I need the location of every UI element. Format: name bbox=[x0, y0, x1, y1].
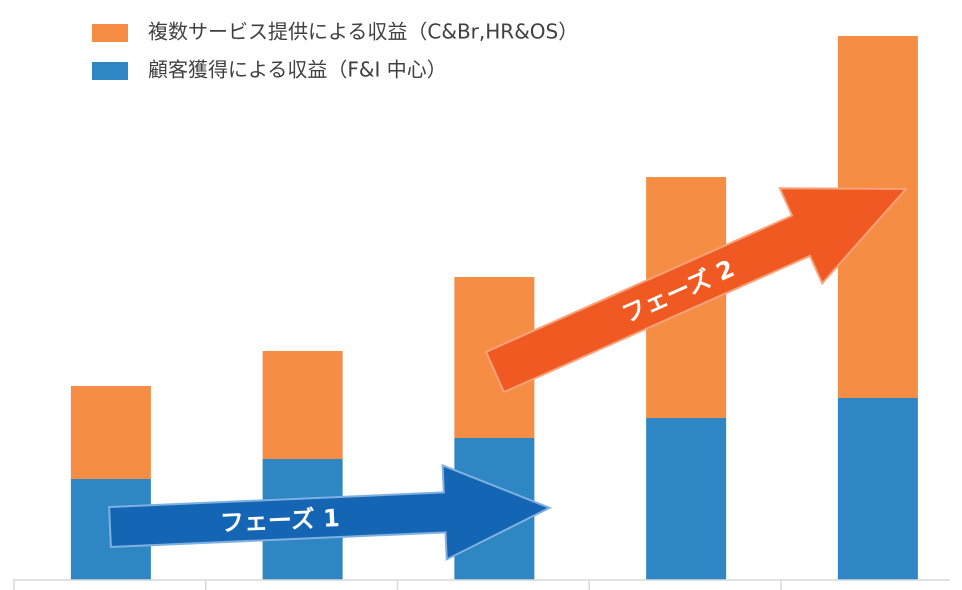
legend-swatch bbox=[92, 62, 128, 80]
arrow-shape bbox=[484, 187, 909, 394]
phase-1-arrow: フェーズ 1 bbox=[108, 463, 553, 561]
annotation: フェーズ 1 bbox=[219, 504, 340, 537]
bar-segment bbox=[70, 386, 151, 479]
legend-label: 顧客獲得による収益（F&I 中心） bbox=[148, 58, 447, 82]
bar-segment bbox=[646, 418, 727, 580]
legend-label: 複数サービス提供による収益（C&Br,HR&OS） bbox=[148, 20, 578, 44]
arrow-shape bbox=[108, 463, 553, 561]
legend-swatch bbox=[92, 24, 128, 42]
bar-segment bbox=[837, 398, 918, 580]
bar-segment bbox=[262, 351, 343, 459]
